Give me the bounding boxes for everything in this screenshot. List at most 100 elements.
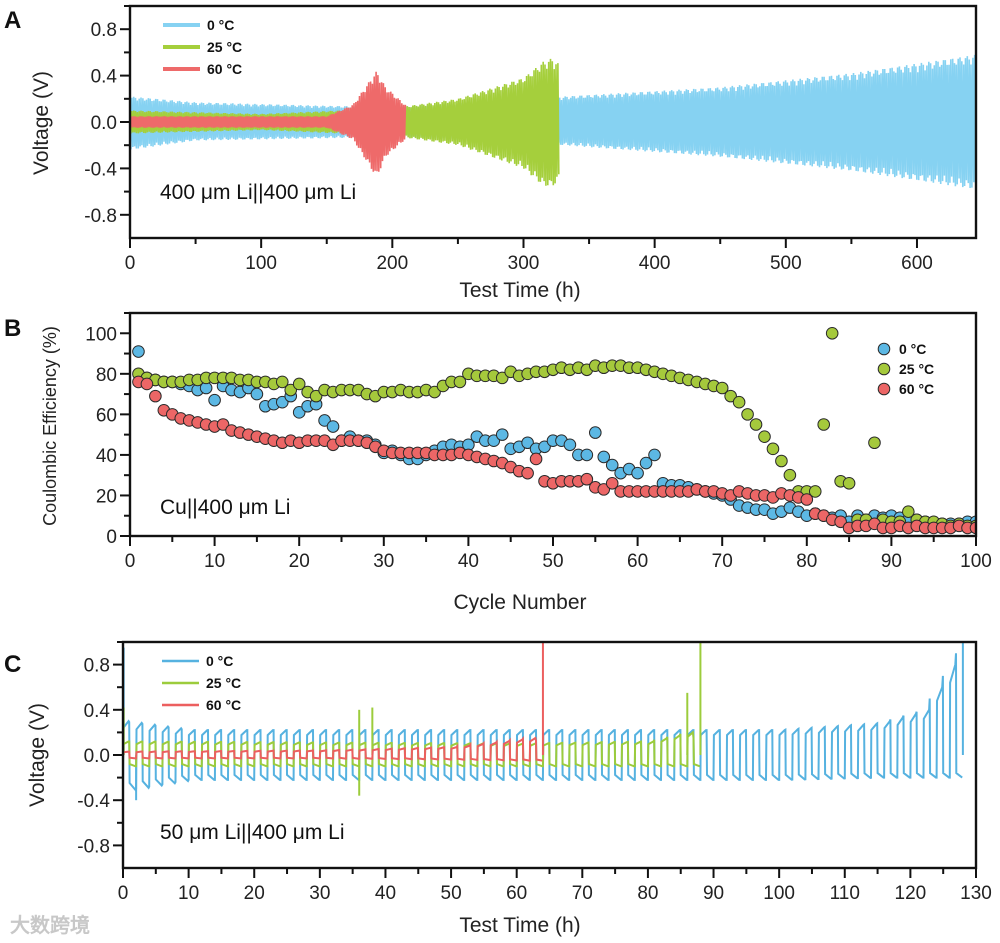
panel-b-series-2-point (834, 515, 847, 529)
panel-b-series-1-point (741, 408, 754, 421)
panel-c-x-tick-label: 0 (118, 883, 129, 904)
panel-b-series-1-point (808, 485, 822, 498)
panel-b-x-tick-label: 10 (204, 551, 225, 572)
panel-b-series-0-point (292, 406, 306, 419)
panel-b-series-0-point (563, 438, 577, 452)
panel-b-y-axis-title: Coulombic Efficiency (%) (40, 326, 60, 526)
panel-c-legend-label: 60 °C (206, 697, 241, 713)
panel-b-series-1-point (817, 418, 831, 431)
panel-b-x-tick-label: 60 (627, 551, 648, 572)
panel-b-series-1-point (453, 375, 467, 389)
panel-b-x-tick-label: 100 (960, 551, 992, 572)
panel-b-series-0-point (250, 387, 264, 401)
panel-a-y-tick-label: 0.4 (91, 67, 118, 88)
panel-b-y-tick-label: 0 (106, 527, 117, 548)
panel-c-x-tick-label: 100 (763, 883, 795, 904)
panel-b-series-0-point (631, 466, 644, 480)
panel-a: A 400 μm Li||400 μm Li Test Time (h) Vol… (4, 4, 978, 302)
panel-b-series-0-point (487, 434, 501, 448)
panel-b-legend-label: 0 °C (899, 341, 926, 357)
panel-a-x-tick-label: 200 (376, 253, 408, 274)
panel-b: B Cu||400 μm Li Cycle Number Coulombic E… (4, 311, 992, 614)
panel-c-x-tick-label: 130 (960, 883, 992, 904)
panel-b-series-2-point (216, 418, 230, 431)
panel-c-x-tick-label: 80 (637, 883, 658, 904)
panel-a-series-2-line (130, 71, 407, 172)
panel-b-legend-label: 60 °C (899, 381, 934, 397)
panel-a-x-tick-label: 600 (901, 253, 933, 274)
panel-b-series-1-point (749, 418, 763, 431)
panel-b-series-0-point (326, 420, 340, 433)
panel-c-y-tick-label: -0.4 (77, 791, 110, 812)
panel-a-x-tick-label: 100 (245, 253, 277, 274)
panel-b-series-1-point (732, 395, 746, 409)
panel-c-x-tick-label: 50 (441, 883, 462, 904)
panel-b-x-axis-title: Cycle Number (453, 591, 586, 614)
panel-a-y-tick-label: -0.8 (84, 206, 117, 227)
panel-b-series-1-point (275, 375, 289, 389)
panel-c-x-tick-label: 110 (830, 883, 860, 904)
panel-c-x-tick-label: 30 (309, 883, 330, 904)
panel-b-series-1-point (292, 377, 306, 391)
panel-c-x-tick-label: 90 (703, 883, 724, 904)
panel-b-series-2-point (969, 521, 976, 535)
panel-b-y-tick-label: 20 (96, 486, 117, 507)
panel-a-annotation: 400 μm Li||400 μm Li (160, 181, 356, 204)
panel-b-y-tick-label: 60 (96, 405, 117, 426)
panel-b-series-0-point (597, 450, 611, 464)
panel-b-y-tick-label: 80 (96, 365, 117, 386)
panel-b-series-1-point (868, 436, 881, 450)
panel-a-x-tick-label: 400 (639, 253, 671, 274)
panel-c-y-tick-label: 0.4 (84, 701, 111, 722)
panel-a-x-tick-label: 0 (125, 253, 136, 274)
panel-b-series-2-point (800, 493, 814, 506)
panel-b-series-2-point (529, 452, 543, 466)
panel-b-series-1-point (783, 468, 797, 482)
panel-c-x-tick-label: 60 (506, 883, 527, 904)
panel-b-x-tick-label: 90 (881, 551, 902, 572)
panel-a-legend-label: 0 °C (207, 17, 234, 33)
panel-b-x-tick-label: 20 (289, 551, 310, 572)
panel-letter-c: C (4, 651, 21, 678)
panel-b-series-1-point (284, 383, 298, 397)
watermark: 大数跨境 (10, 913, 90, 937)
panel-b-series-1-point (775, 454, 788, 468)
panel-b-x-tick-label: 30 (373, 551, 394, 572)
panel-b-series-2-point (521, 466, 534, 480)
panel-c-x-tick-label: 40 (375, 883, 396, 904)
panel-b-series-0-point (605, 458, 619, 472)
panel-b-series-2-point (605, 476, 619, 490)
panel-b-series-0-point (275, 395, 289, 409)
panel-c-plot-area (123, 642, 964, 801)
panel-b-x-tick-label: 80 (796, 551, 817, 572)
panel-letter-b: B (4, 315, 21, 342)
panel-c-series-2-line (123, 735, 543, 762)
panel-c-series-0-line (123, 653, 963, 792)
panel-b-legend-marker (877, 382, 891, 396)
panel-a-y-tick-label: -0.4 (84, 159, 117, 180)
panel-a-plot-area (130, 54, 976, 189)
panel-b-x-tick-label: 0 (125, 551, 136, 572)
panel-b-x-tick-label: 70 (712, 551, 733, 572)
panel-b-y-tick-label: 40 (96, 446, 117, 467)
panel-c-x-tick-label: 20 (244, 883, 265, 904)
panel-b-legend-label: 25 °C (899, 361, 934, 377)
panel-b-series-0-point (538, 440, 551, 454)
panel-c-y-tick-label: 0.8 (84, 656, 110, 677)
panel-a-x-tick-label: 300 (508, 253, 540, 274)
panel-a-legend-label: 60 °C (207, 61, 242, 77)
panel-c-annotation: 50 μm Li||400 μm Li (160, 821, 345, 844)
panel-b-series-1-point (842, 476, 856, 490)
panel-b-series-1-point (309, 389, 323, 403)
panel-c-x-tick-label: 70 (572, 883, 593, 904)
panel-letter-a: A (4, 7, 21, 34)
panel-c-y-axis-title: Voltage (V) (26, 703, 49, 807)
panel-b-series-1-point (902, 505, 915, 518)
panel-c-y-tick-label: 0.0 (84, 746, 110, 767)
panel-b-series-1-point (428, 385, 441, 399)
panel-b-series-2-point (149, 389, 162, 403)
panel-a-y-tick-label: 0.0 (91, 113, 117, 134)
panel-b-series-0-point (318, 414, 331, 427)
panel-b-series-0-point (580, 448, 594, 462)
